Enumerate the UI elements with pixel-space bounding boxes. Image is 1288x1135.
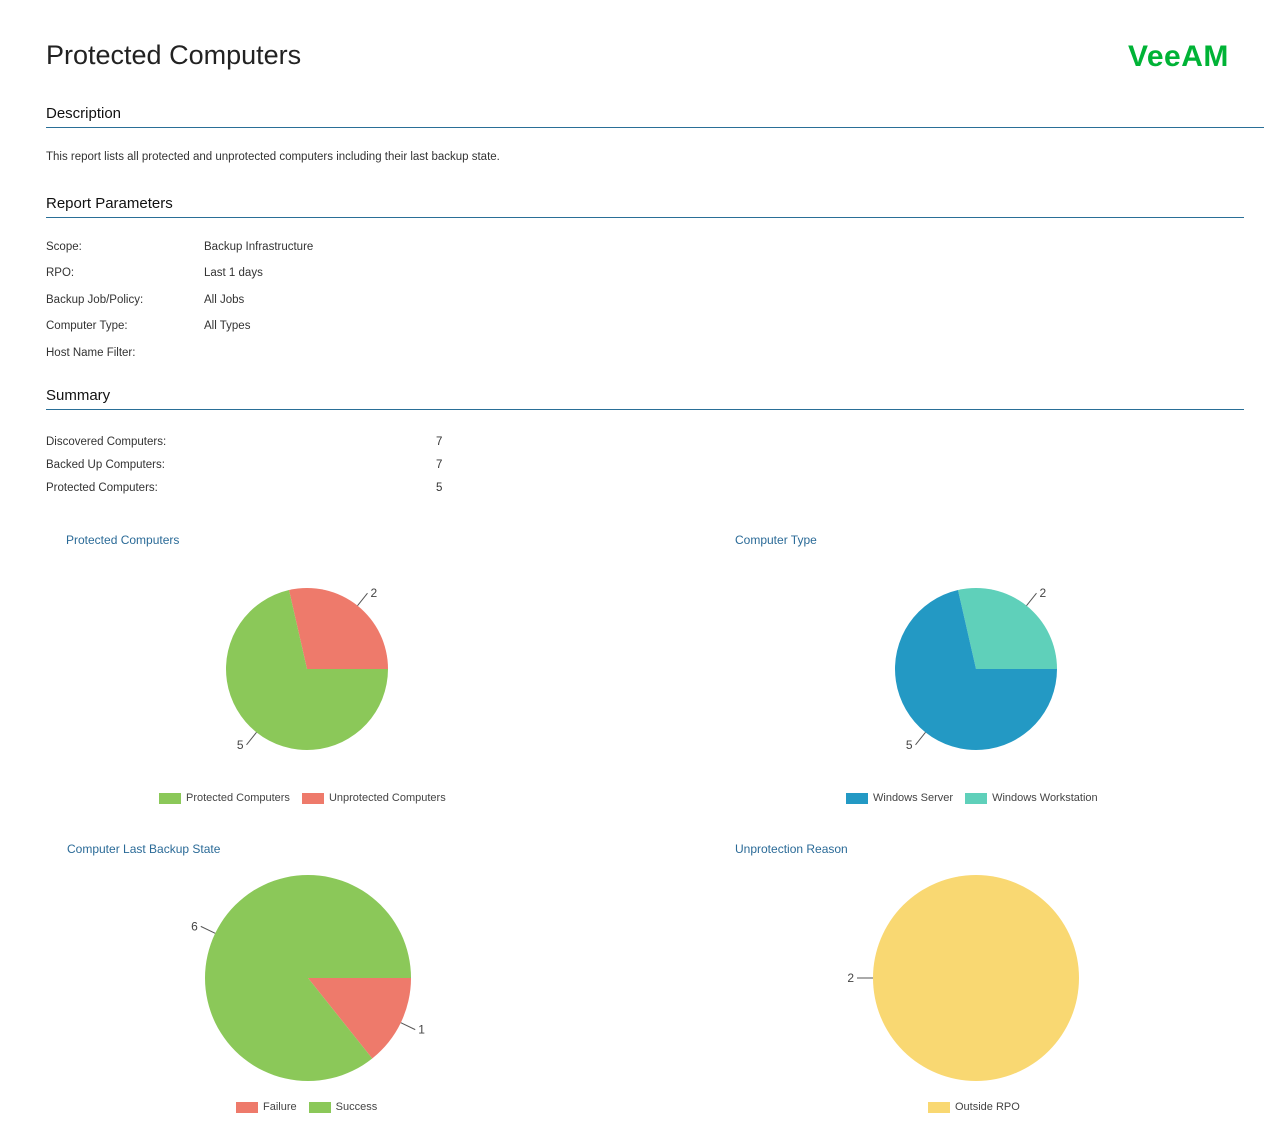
pie-leader-line-unprotected-computers	[357, 592, 368, 606]
legend-swatch	[159, 792, 181, 804]
unprotection-reason-legend: Outside RPO	[928, 1101, 1020, 1113]
legend-label: Success	[335, 1101, 378, 1113]
veeam-logo: VeeAM	[1128, 40, 1229, 72]
description-heading: Description	[46, 105, 122, 122]
legend-item-outside-rpo: Outside RPO	[928, 1101, 1020, 1113]
computer-type-pie-chart: 25	[895, 586, 1057, 752]
pie-value-label-failure: 1	[418, 1023, 425, 1037]
param-job-label: Backup Job/Policy:	[46, 294, 144, 306]
param-hostfilter-label: Host Name Filter:	[46, 347, 136, 359]
legend-swatch	[965, 792, 988, 804]
legend-item-success: Success	[308, 1101, 378, 1113]
pie-value-label-outside-rpo: 2	[847, 971, 854, 985]
chart-protected-title: Protected Computers	[66, 533, 180, 547]
legend-swatch	[308, 1101, 331, 1113]
pie-slice-failure	[308, 978, 411, 1059]
legend-label: Unprotected Computers	[328, 792, 446, 804]
legend-label: Windows Server	[873, 792, 954, 804]
description-divider	[46, 127, 1264, 128]
pie-slice-windows-server	[895, 590, 1057, 750]
parameters-divider	[46, 217, 1244, 218]
pie-slice-unprotected-computers	[288, 588, 388, 669]
backup-state-pie-chart: 16	[191, 875, 425, 1081]
protected-computers-legend: Protected Computers Unprotected Computers	[159, 792, 446, 804]
pie-value-label-unprotected-computers: 2	[370, 586, 377, 600]
pie-leader-line-protected-computers	[246, 732, 257, 746]
legend-label: Outside RPO	[955, 1101, 1020, 1113]
param-job-value: All Jobs	[204, 294, 245, 306]
parameters-heading: Report Parameters	[46, 195, 173, 212]
pie-leader-line-windows-workstation	[1026, 592, 1037, 606]
param-type-label: Computer Type:	[46, 320, 128, 332]
summary-protected-value: 5	[436, 482, 443, 494]
description-text: This report lists all protected and unpr…	[46, 151, 500, 163]
summary-backedup-value: 7	[436, 459, 443, 471]
summary-divider	[46, 409, 1244, 410]
legend-item-windows-workstation: Windows Workstation	[965, 792, 1098, 804]
pie-leader-line-success	[200, 925, 216, 934]
legend-swatch	[846, 792, 868, 804]
legend-item-protected-computers: Protected Computers	[159, 792, 290, 804]
chart-computer-type-title: Computer Type	[735, 533, 817, 547]
legend-label: Protected Computers	[186, 792, 290, 804]
legend-swatch	[236, 1101, 258, 1113]
chart-unprotection-reason-title: Unprotection Reason	[735, 842, 848, 856]
summary-protected-label: Protected Computers:	[46, 482, 158, 494]
pie-slice-success	[205, 875, 411, 1081]
pie-value-label-windows-workstation: 2	[1039, 586, 1046, 600]
pie-value-label-windows-server: 5	[906, 738, 913, 752]
backup-state-legend: Failure Success	[236, 1101, 377, 1113]
chart-backup-state-title: Computer Last Backup State	[67, 842, 221, 856]
param-rpo-value: Last 1 days	[204, 267, 263, 279]
param-rpo-label: RPO:	[46, 267, 75, 279]
pie-value-label-protected-computers: 5	[237, 738, 244, 752]
param-type-value: All Types	[204, 320, 251, 332]
summary-discovered-label: Discovered Computers:	[46, 436, 167, 448]
legend-item-failure: Failure	[236, 1101, 297, 1113]
legend-swatch	[928, 1101, 950, 1113]
pie-leader-line-failure	[400, 1022, 416, 1031]
report-title: Protected Computers	[46, 40, 302, 70]
logo-text: VeeAM	[1128, 40, 1229, 72]
legend-label: Windows Workstation	[992, 792, 1098, 804]
summary-backedup-label: Backed Up Computers:	[46, 459, 165, 471]
legend-item-unprotected-computers: Unprotected Computers	[301, 792, 446, 804]
summary-discovered-value: 7	[436, 436, 443, 448]
summary-heading: Summary	[46, 387, 111, 404]
pie-value-label-success: 6	[191, 919, 198, 933]
legend-item-windows-server: Windows Server	[846, 792, 953, 804]
pie-slice-outside-rpo	[873, 875, 1079, 1081]
computer-type-legend: Windows Server Windows Workstation	[846, 792, 1098, 804]
legend-label: Failure	[263, 1101, 297, 1113]
pie-leader-line-windows-server	[915, 732, 926, 746]
pie-slice-protected-computers	[226, 590, 388, 750]
pie-slice-windows-workstation	[957, 588, 1057, 669]
legend-swatch	[301, 792, 324, 804]
param-scope-value: Backup Infrastructure	[204, 241, 314, 253]
param-scope-label: Scope:	[46, 241, 82, 253]
protected-computers-pie-chart: 25	[226, 586, 388, 752]
unprotection-reason-pie-chart: 2	[847, 875, 1079, 1081]
